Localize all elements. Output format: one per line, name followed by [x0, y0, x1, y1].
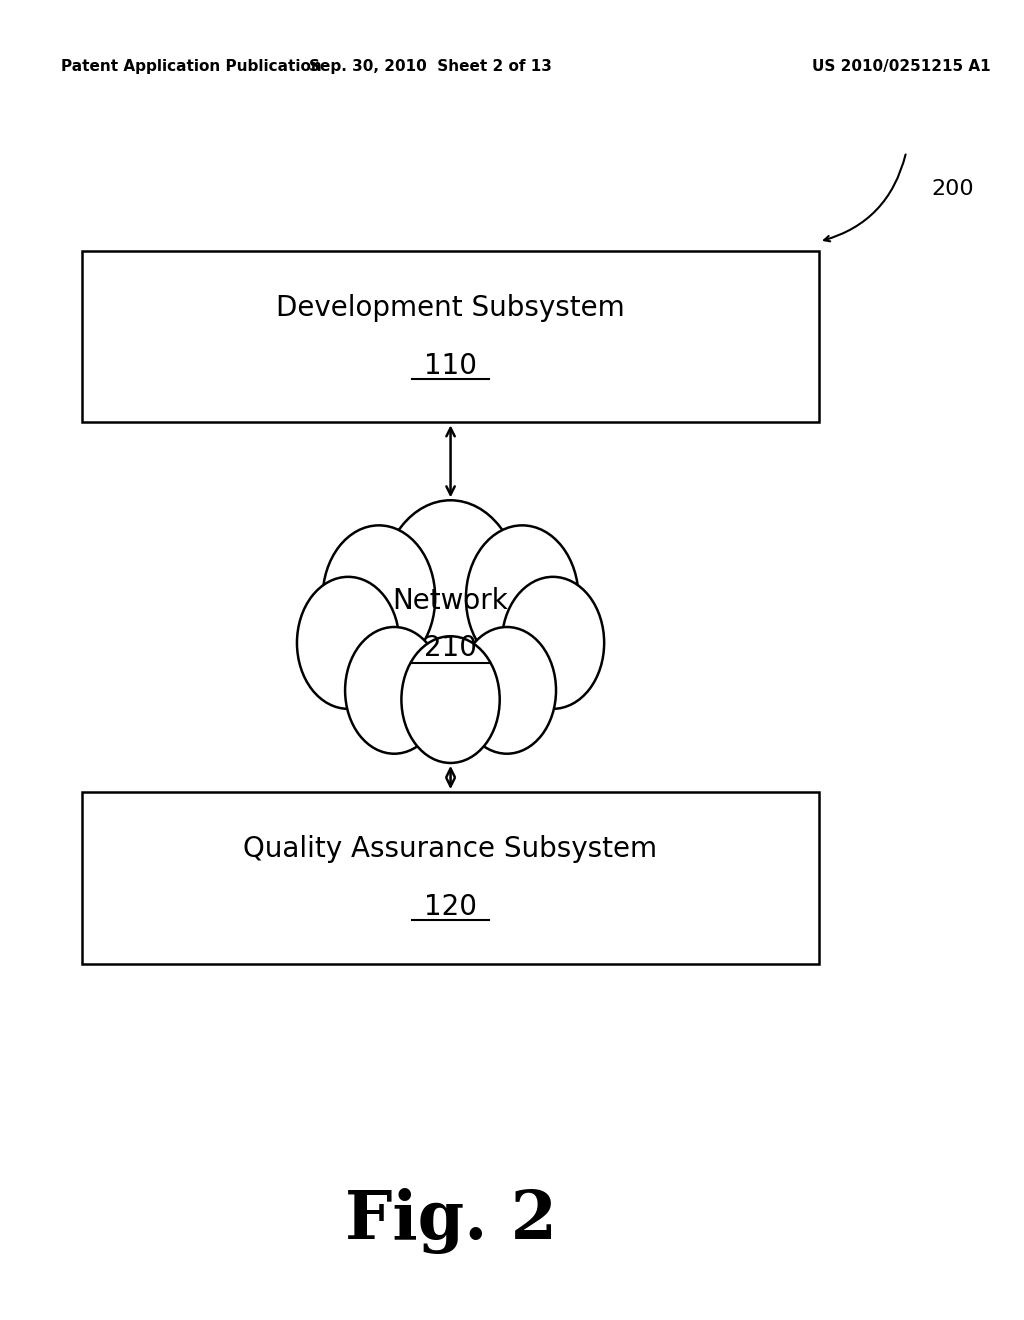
- Text: Sep. 30, 2010  Sheet 2 of 13: Sep. 30, 2010 Sheet 2 of 13: [308, 59, 552, 74]
- Text: Fig. 2: Fig. 2: [344, 1188, 557, 1254]
- Text: 120: 120: [424, 892, 477, 921]
- Text: Quality Assurance Subsystem: Quality Assurance Subsystem: [244, 834, 657, 863]
- Ellipse shape: [323, 525, 435, 671]
- FancyBboxPatch shape: [82, 792, 819, 964]
- Ellipse shape: [297, 577, 399, 709]
- Ellipse shape: [502, 577, 604, 709]
- Ellipse shape: [345, 627, 443, 754]
- Ellipse shape: [458, 627, 556, 754]
- Ellipse shape: [381, 500, 520, 680]
- Text: 110: 110: [424, 351, 477, 380]
- Ellipse shape: [466, 525, 579, 671]
- Text: 210: 210: [424, 634, 477, 663]
- Text: 200: 200: [932, 178, 975, 199]
- Ellipse shape: [401, 636, 500, 763]
- Text: Development Subsystem: Development Subsystem: [276, 293, 625, 322]
- Text: US 2010/0251215 A1: US 2010/0251215 A1: [812, 59, 990, 74]
- Text: Patent Application Publication: Patent Application Publication: [61, 59, 323, 74]
- FancyBboxPatch shape: [82, 251, 819, 422]
- Text: Network: Network: [392, 586, 509, 615]
